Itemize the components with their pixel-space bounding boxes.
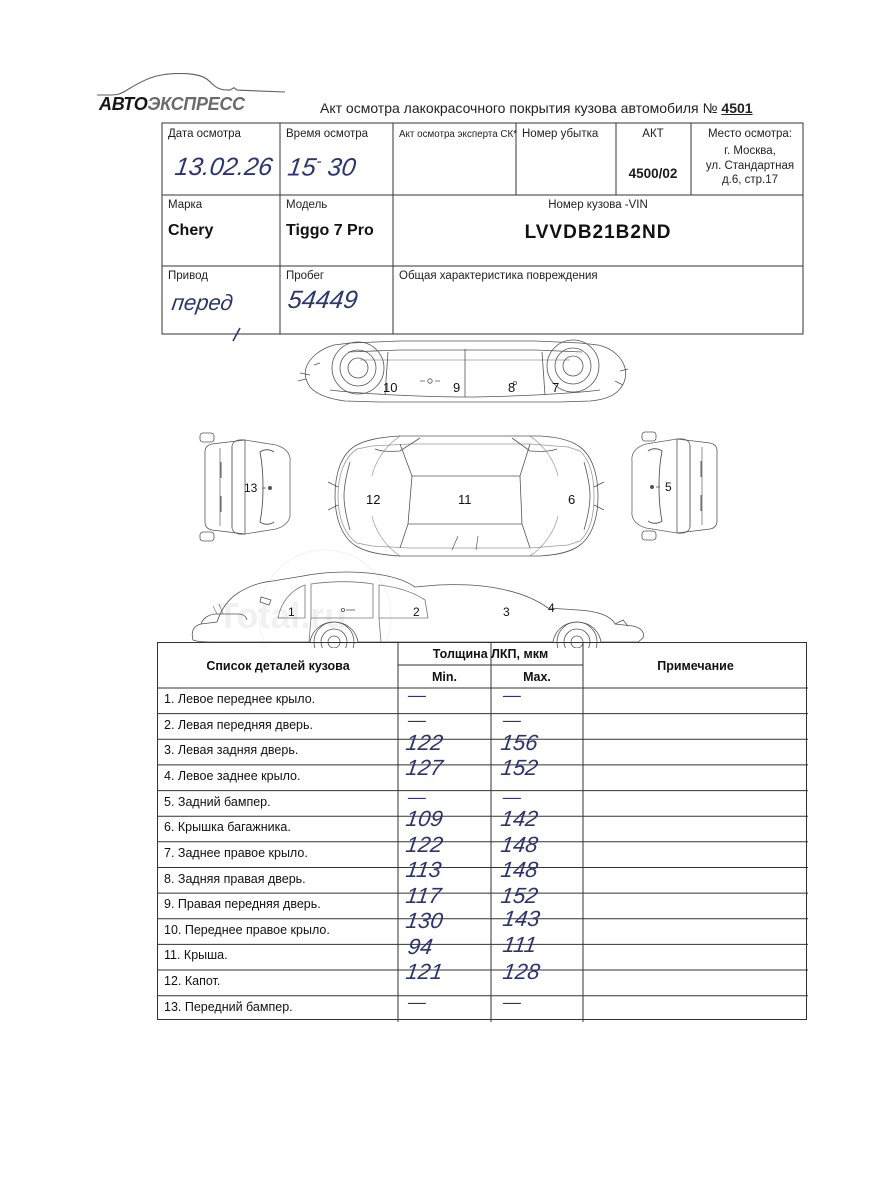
svg-text:9: 9: [453, 380, 460, 395]
svg-text:7: 7: [552, 380, 559, 395]
svg-text:6: 6: [568, 492, 575, 507]
svg-text:2: 2: [413, 605, 420, 619]
svg-text:1: 1: [288, 605, 295, 619]
svg-text:Total.ru: Total.ru: [217, 595, 346, 636]
svg-text:4: 4: [548, 601, 555, 615]
svg-text:8: 8: [508, 380, 515, 395]
svg-text:5: 5: [665, 480, 672, 494]
svg-text:13: 13: [244, 481, 258, 495]
svg-text:12: 12: [366, 492, 380, 507]
svg-text:11: 11: [458, 492, 472, 507]
svg-text:10: 10: [383, 380, 397, 395]
svg-text:3: 3: [503, 605, 510, 619]
